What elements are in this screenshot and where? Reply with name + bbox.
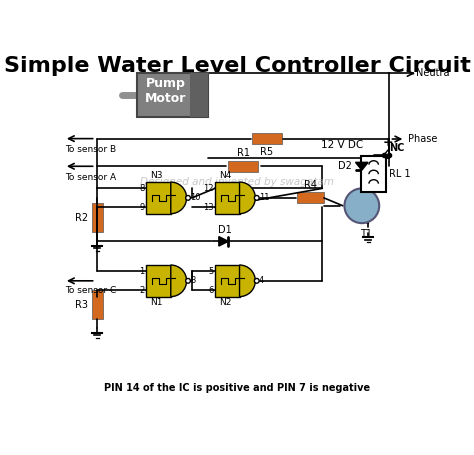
Polygon shape <box>219 237 228 246</box>
Text: D1: D1 <box>218 225 232 235</box>
Text: R1: R1 <box>237 148 250 158</box>
Text: N2: N2 <box>219 298 231 307</box>
Circle shape <box>186 278 191 283</box>
Text: R2: R2 <box>74 212 88 222</box>
FancyBboxPatch shape <box>215 182 239 214</box>
Text: To sensor B: To sensor B <box>65 145 117 154</box>
Wedge shape <box>239 182 255 214</box>
Wedge shape <box>171 182 187 214</box>
Circle shape <box>345 188 379 223</box>
Circle shape <box>186 196 191 200</box>
Text: +: + <box>383 136 393 149</box>
Text: To sensor C: To sensor C <box>65 286 117 294</box>
Text: 2: 2 <box>139 286 145 295</box>
Text: 9: 9 <box>139 203 145 212</box>
Text: To sensor A: To sensor A <box>65 172 117 182</box>
Text: N3: N3 <box>150 172 163 181</box>
Text: 11: 11 <box>259 193 270 202</box>
Text: 4: 4 <box>259 276 264 285</box>
FancyBboxPatch shape <box>91 290 103 319</box>
FancyBboxPatch shape <box>146 265 171 297</box>
Text: 6: 6 <box>208 286 213 295</box>
Circle shape <box>255 196 259 200</box>
Text: 12 V DC: 12 V DC <box>321 141 363 151</box>
Text: Simple Water Level Controller Circuit: Simple Water Level Controller Circuit <box>4 56 470 76</box>
FancyBboxPatch shape <box>146 182 171 214</box>
Text: 1: 1 <box>139 267 145 276</box>
FancyBboxPatch shape <box>252 133 282 144</box>
Text: R4: R4 <box>304 180 317 190</box>
FancyBboxPatch shape <box>215 265 239 297</box>
FancyBboxPatch shape <box>91 203 103 232</box>
Text: RL 1: RL 1 <box>389 169 410 179</box>
Text: Neutra: Neutra <box>416 68 449 78</box>
Text: PIN 14 of the IC is positive and PIN 7 is negative: PIN 14 of the IC is positive and PIN 7 i… <box>104 383 370 393</box>
Text: 8: 8 <box>139 184 145 193</box>
Text: Pump
Motor: Pump Motor <box>145 77 187 105</box>
Text: 13: 13 <box>203 203 213 212</box>
Circle shape <box>255 278 259 283</box>
Wedge shape <box>171 265 187 297</box>
Text: 12: 12 <box>203 184 213 193</box>
Text: T1: T1 <box>360 229 372 239</box>
Text: 3: 3 <box>191 276 196 285</box>
FancyBboxPatch shape <box>191 73 208 117</box>
Text: R3: R3 <box>75 299 88 309</box>
Text: N1: N1 <box>150 298 163 307</box>
Text: NC: NC <box>389 143 404 153</box>
Text: 5: 5 <box>208 267 213 276</box>
Text: Designed and invented by swagatam: Designed and invented by swagatam <box>140 177 334 187</box>
Text: R5: R5 <box>260 147 273 157</box>
Text: Phase: Phase <box>408 134 437 144</box>
FancyBboxPatch shape <box>228 161 258 172</box>
Text: N4: N4 <box>219 172 231 181</box>
FancyBboxPatch shape <box>297 192 324 203</box>
Text: D2: D2 <box>338 161 352 171</box>
FancyBboxPatch shape <box>137 73 208 117</box>
Wedge shape <box>239 265 255 297</box>
Polygon shape <box>356 162 368 170</box>
FancyBboxPatch shape <box>361 157 386 192</box>
Text: 10: 10 <box>191 193 201 202</box>
